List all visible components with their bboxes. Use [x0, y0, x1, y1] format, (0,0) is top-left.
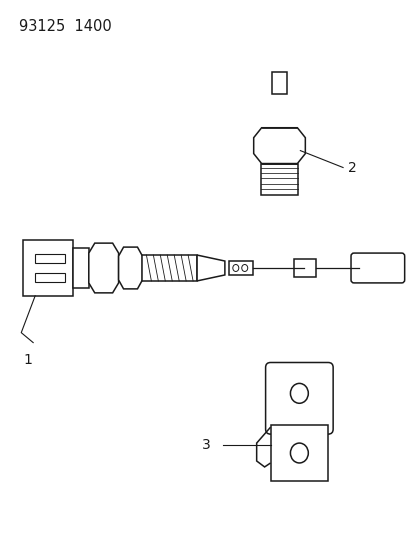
- Bar: [142, 255, 197, 281]
- Bar: [228, 261, 252, 275]
- Text: 2: 2: [347, 160, 356, 174]
- Polygon shape: [118, 247, 142, 289]
- Text: 93125  1400: 93125 1400: [19, 19, 112, 34]
- Polygon shape: [88, 243, 118, 293]
- FancyBboxPatch shape: [350, 253, 404, 283]
- Ellipse shape: [241, 264, 247, 271]
- Text: 1: 1: [24, 352, 33, 367]
- Bar: [35, 254, 65, 263]
- Text: 3: 3: [202, 438, 211, 452]
- Ellipse shape: [290, 443, 308, 463]
- Polygon shape: [197, 255, 224, 281]
- Bar: [294, 259, 316, 277]
- Bar: [23, 240, 73, 296]
- Ellipse shape: [290, 383, 308, 403]
- Bar: [260, 164, 298, 196]
- Bar: [271, 72, 287, 94]
- Polygon shape: [253, 128, 305, 164]
- FancyBboxPatch shape: [265, 362, 332, 434]
- Bar: [73, 248, 88, 288]
- Ellipse shape: [232, 264, 238, 271]
- Bar: [35, 273, 65, 282]
- Bar: [270, 425, 328, 481]
